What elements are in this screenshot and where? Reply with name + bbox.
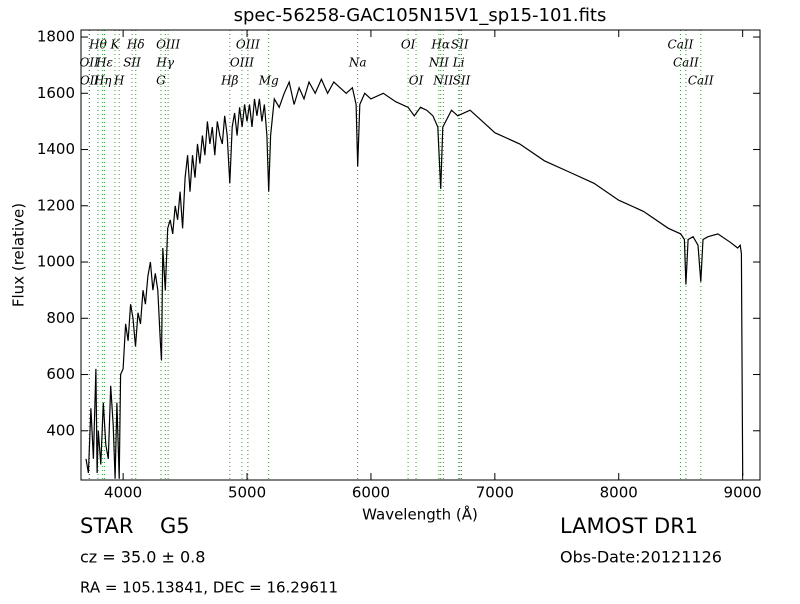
spectral-line-label: Hε: [95, 56, 113, 70]
spectral-line-label: NII: [432, 74, 453, 88]
spectral-line-label: Hα: [430, 38, 450, 52]
y-axis-label: Flux (relative): [10, 203, 28, 307]
spectral-line-label: Hδ: [126, 38, 145, 52]
spectral-line-label: CaII: [673, 56, 699, 70]
spectral-line-label: Hβ: [220, 74, 238, 88]
y-tick-label: 1000: [37, 253, 75, 271]
y-tick-label: 1400: [37, 140, 75, 158]
survey: LAMOST DR1: [560, 514, 698, 538]
spectral-line-label: OII: [80, 74, 100, 88]
x-tick-label: 6000: [352, 484, 390, 502]
spectral-line-label: Hθ: [88, 38, 107, 52]
spectral-line-label: K: [109, 38, 120, 52]
subclass: G5: [160, 514, 190, 538]
spectral-line-label: OIII: [156, 38, 180, 52]
chart-title: spec-56258-GAC105N15V1_sp15-101.fits: [234, 5, 607, 26]
coordinates: RA = 105.13841, DEC = 16.29611: [80, 579, 338, 597]
y-tick-label: 400: [46, 421, 75, 439]
spectrum-line: [85, 77, 744, 479]
y-tick-label: 1800: [37, 28, 75, 46]
x-tick-label: 9000: [724, 484, 762, 502]
spectral-line-label: OI: [409, 74, 424, 88]
spectral-line-label: SII: [453, 74, 471, 88]
y-tick-label: 1600: [37, 84, 75, 102]
spectral-line-label: G: [156, 74, 166, 88]
spectral-line-label: Hγ: [155, 56, 174, 70]
spectral-line-label: OIII: [236, 38, 260, 52]
x-tick-label: 7000: [476, 484, 514, 502]
spectral-line-label: H: [113, 74, 125, 88]
spectral-line-label: SII: [123, 56, 141, 70]
spectral-line-label: NII: [428, 56, 449, 70]
obs-date: Obs-Date:20121126: [560, 548, 722, 567]
spectral-line-label: CaII: [668, 38, 694, 52]
spectral-line-label: CaII: [688, 74, 714, 88]
spectral-line-label: Mg: [258, 74, 279, 88]
spectral-line-label: Na: [348, 56, 367, 70]
y-tick-label: 1200: [37, 196, 75, 214]
x-tick-label: 4000: [104, 484, 142, 502]
y-tick-label: 800: [46, 309, 75, 327]
x-axis-label: Wavelength (Å): [362, 505, 478, 524]
spectral-line-label: SII: [451, 38, 469, 52]
spectral-line-label: OI: [401, 38, 416, 52]
spectral-line-label: Li: [452, 56, 465, 70]
y-tick-label: 600: [46, 365, 75, 383]
redshift: cz = 35.0 ± 0.8: [80, 548, 205, 567]
spectral-line-label: Hη: [93, 74, 112, 88]
spectral-line-label: OIII: [230, 56, 254, 70]
star-class: STAR: [80, 514, 133, 538]
plot-frame: [80, 29, 761, 481]
x-tick-label: 8000: [600, 484, 638, 502]
x-tick-label: 5000: [228, 484, 266, 502]
